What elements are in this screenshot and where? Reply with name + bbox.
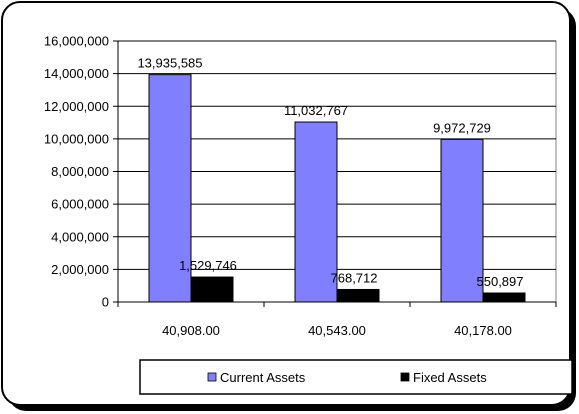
data-label: 1,529,746 <box>179 258 237 273</box>
y-tick-label: 16,000,000 <box>44 34 109 49</box>
y-tick-label: 2,000,000 <box>51 262 109 277</box>
bar-fixed-assets <box>336 288 380 303</box>
x-tick-label: 40,908.00 <box>162 323 220 338</box>
legend-label-current-assets: Current Assets <box>220 370 306 385</box>
data-labels: 13,935,585 1,529,746 11,032,767 768,712 9,97… <box>137 56 523 289</box>
x-tick-label: 40,543.00 <box>308 323 366 338</box>
legend-swatch-current-assets <box>207 372 217 382</box>
x-tick-label: 40,178.00 <box>454 323 512 338</box>
bar-fixed-assets <box>190 276 234 303</box>
y-axis: 0 2,000,000 4,000,000 6,000,000 8,000,000 10,… <box>44 34 119 310</box>
data-label: 13,935,585 <box>137 56 202 71</box>
data-label: 550,897 <box>477 274 524 289</box>
x-axis: 40,908.00 40,543.00 40,178.00 <box>117 301 557 338</box>
y-tick-label: 10,000,000 <box>44 131 109 146</box>
bar-current-assets <box>294 121 338 303</box>
bar-fixed-assets <box>482 292 526 303</box>
y-tick-label: 6,000,000 <box>51 197 109 212</box>
y-tick-label: 0 <box>102 295 109 310</box>
data-label: 11,032,767 <box>284 103 348 118</box>
y-tick-label: 12,000,000 <box>44 99 109 114</box>
legend-swatch-fixed-assets <box>400 372 410 382</box>
bar-current-assets <box>148 74 192 303</box>
bars <box>148 74 526 303</box>
data-label: 768,712 <box>331 270 378 285</box>
y-tick-label: 14,000,000 <box>44 66 109 81</box>
data-label: 9,972,729 <box>433 120 491 135</box>
legend-box <box>139 359 573 395</box>
bar-current-assets <box>440 138 484 303</box>
legend: Current Assets Fixed Assets <box>139 359 573 395</box>
y-tick-label: 4,000,000 <box>51 229 109 244</box>
legend-label-fixed-assets: Fixed Assets <box>413 370 487 385</box>
y-tick-label: 8,000,000 <box>51 164 109 179</box>
